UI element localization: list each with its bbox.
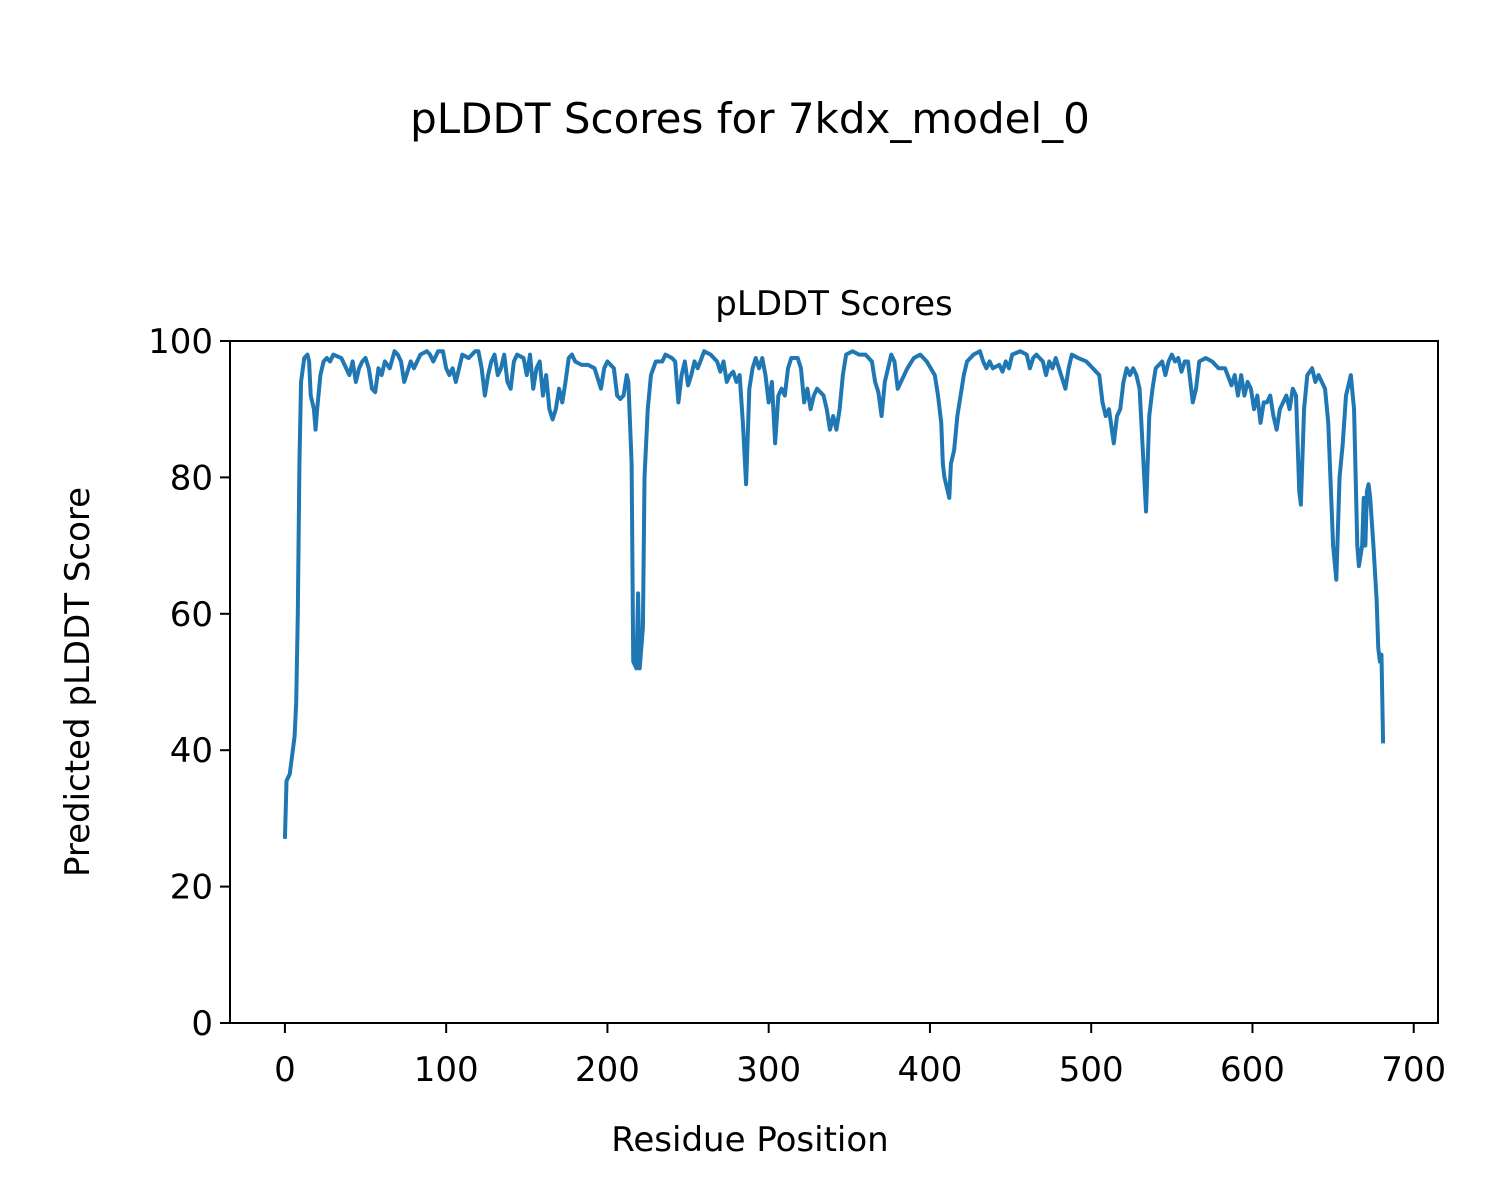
figure-title: pLDDT Scores for 7kdx_model_0 <box>410 94 1090 143</box>
y-tick-label: 0 <box>191 1004 213 1044</box>
y-tick-label: 40 <box>170 731 213 771</box>
data-line <box>282 349 1386 839</box>
axes-frame <box>229 340 1439 1024</box>
x-tick-label: 100 <box>414 1050 479 1090</box>
x-tick-label: 0 <box>274 1050 296 1090</box>
y-tick-label: 60 <box>170 595 213 635</box>
x-tick-label: 200 <box>575 1050 640 1090</box>
y-tick-label: 80 <box>170 458 213 498</box>
y-tick-label: 100 <box>148 322 213 362</box>
axes-title: pLDDT Scores <box>715 284 952 324</box>
x-axis-label: Residue Position <box>611 1120 888 1160</box>
y-axis-label: Predicted pLDDT Score <box>58 487 98 877</box>
x-tick-label: 600 <box>1220 1050 1285 1090</box>
x-tick-label: 400 <box>897 1050 962 1090</box>
y-tick-label: 20 <box>170 868 213 908</box>
x-tick-label: 500 <box>1059 1050 1124 1090</box>
x-tick-label: 300 <box>736 1050 801 1090</box>
x-tick-label: 700 <box>1381 1050 1446 1090</box>
